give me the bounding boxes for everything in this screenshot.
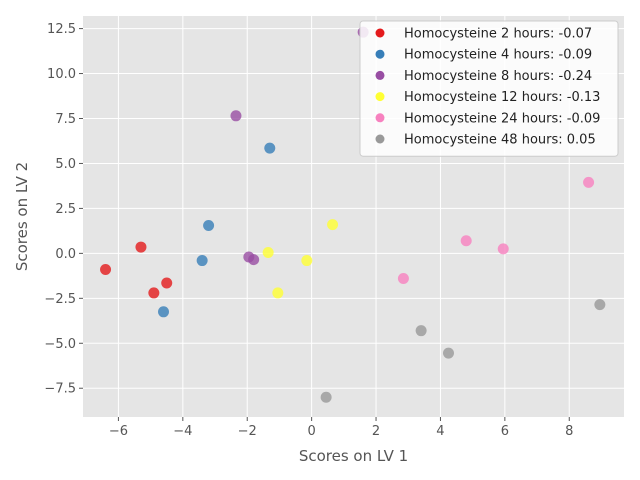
legend-entry: Homocysteine 12 hours: -0.13 — [404, 90, 600, 105]
y-axis-label: Scores on LV 2 — [13, 162, 31, 271]
y-tick-label: −7.5 — [44, 382, 76, 397]
data-point — [320, 391, 332, 403]
data-point — [161, 277, 173, 289]
x-tick-label: 2 — [372, 424, 380, 439]
legend-marker — [375, 92, 385, 102]
y-tick-label: 5.0 — [55, 157, 76, 172]
data-point — [100, 264, 112, 276]
x-axis-label: Scores on LV 1 — [299, 447, 408, 465]
y-tick-label: −5.0 — [44, 337, 76, 352]
data-point — [148, 287, 160, 299]
x-tick-label: 6 — [501, 424, 509, 439]
data-point — [327, 219, 339, 231]
data-point — [397, 273, 409, 285]
legend-marker — [375, 113, 385, 123]
x-tick-label: 4 — [436, 424, 444, 439]
data-point — [594, 299, 606, 311]
y-tick-label: −2.5 — [44, 292, 76, 307]
legend-entry: Homocysteine 4 hours: -0.09 — [404, 48, 592, 63]
data-point — [248, 254, 260, 266]
data-point — [497, 243, 509, 255]
legend-entry: Homocysteine 48 hours: 0.05 — [404, 133, 596, 148]
legend-marker — [375, 70, 385, 80]
data-point — [135, 241, 147, 253]
x-tick-label: −2 — [238, 424, 257, 439]
legend-entry: Homocysteine 8 hours: -0.24 — [404, 69, 592, 84]
legend: Homocysteine 2 hours: -0.07 Homocysteine … — [359, 20, 619, 157]
legend-entry: Homocysteine 2 hours: -0.07 — [404, 27, 592, 42]
x-axis-ticks: −6 −4 −2 0 2 4 6 8 — [109, 417, 573, 439]
data-point — [301, 255, 313, 267]
data-point — [583, 176, 595, 188]
data-point — [158, 306, 170, 318]
y-tick-label: 0.0 — [55, 247, 76, 262]
data-point — [460, 235, 472, 247]
legend-marker — [375, 28, 385, 38]
legend-marker — [375, 134, 385, 144]
legend-box — [359, 20, 619, 157]
x-tick-label: 8 — [565, 424, 573, 439]
y-tick-label: 7.5 — [55, 112, 76, 127]
x-tick-label: 0 — [307, 424, 315, 439]
legend-entry: Homocysteine 24 hours: -0.09 — [404, 111, 600, 126]
legend-marker — [375, 49, 385, 59]
x-tick-label: −6 — [109, 424, 128, 439]
data-point — [196, 255, 208, 267]
data-point — [203, 219, 215, 231]
y-tick-label: 2.5 — [55, 202, 76, 217]
data-point — [272, 287, 284, 299]
data-point — [415, 325, 427, 337]
data-point — [230, 110, 242, 122]
data-point — [264, 142, 276, 154]
x-tick-label: −4 — [173, 424, 192, 439]
y-tick-label: 12.5 — [47, 22, 76, 37]
y-tick-label: 10.0 — [47, 67, 76, 82]
data-point — [262, 246, 274, 258]
y-axis-ticks: −7.5 −5.0 −2.5 0.0 2.5 5.0 7.5 10.0 12.5 — [44, 22, 83, 397]
data-point — [442, 347, 454, 359]
